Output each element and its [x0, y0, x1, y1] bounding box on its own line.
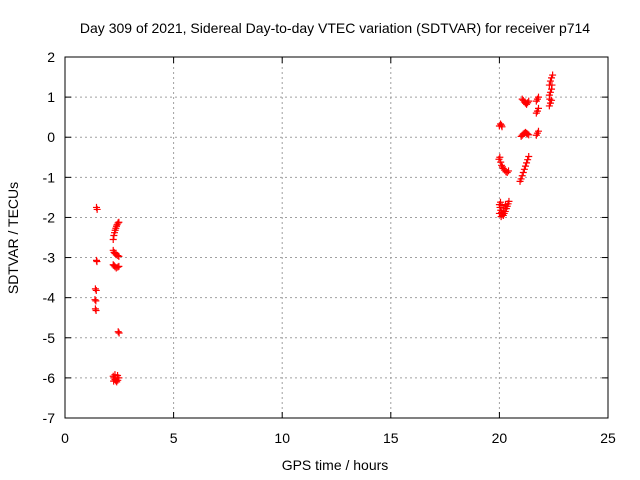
data-point — [114, 252, 122, 260]
data-point — [524, 156, 532, 164]
data-point — [548, 81, 556, 89]
data-point — [549, 71, 557, 79]
data-point — [115, 218, 123, 226]
data-point — [518, 172, 526, 180]
y-tick-label: 2 — [47, 49, 55, 65]
data-point — [91, 305, 99, 313]
y-tick-label: 1 — [47, 89, 55, 105]
data-point — [114, 263, 122, 271]
y-tick-label: -4 — [43, 290, 56, 306]
data-point — [114, 219, 122, 227]
data-point — [114, 328, 122, 336]
data-point — [115, 262, 123, 270]
y-axis-ticks: -7 -6 -5 -4 -3 -2 -1 0 1 2 — [43, 49, 608, 426]
data-point — [523, 159, 531, 167]
data-point — [497, 213, 505, 221]
data-point — [115, 252, 123, 260]
data-point — [546, 88, 554, 96]
data-point — [92, 307, 100, 315]
data-point — [91, 285, 99, 293]
data-point — [496, 198, 504, 206]
data-point — [114, 371, 122, 379]
y-tick-label: -7 — [43, 410, 56, 426]
data-point — [505, 167, 513, 175]
x-tick-label: 25 — [600, 430, 616, 446]
x-tick-label: 5 — [170, 430, 178, 446]
data-point — [92, 297, 100, 305]
y-axis-label: SDTVAR / TECUs — [5, 182, 21, 294]
data-point — [546, 95, 554, 103]
data-point — [91, 296, 99, 304]
data-point — [109, 236, 117, 244]
data-points — [91, 71, 557, 386]
data-point — [519, 169, 527, 177]
data-point — [546, 77, 554, 85]
data-point — [534, 104, 542, 112]
data-point — [93, 205, 101, 213]
data-point — [496, 153, 504, 161]
y-tick-label: 0 — [47, 129, 55, 145]
data-point — [525, 97, 533, 105]
y-tick-label: -2 — [43, 209, 56, 225]
x-tick-label: 20 — [492, 430, 508, 446]
plot-frame — [64, 56, 609, 419]
y-tick-label: -1 — [43, 169, 56, 185]
y-tick-label: -6 — [43, 370, 56, 386]
y-tick-label: -3 — [43, 250, 56, 266]
data-point — [92, 286, 100, 294]
x-tick-label: 15 — [383, 430, 399, 446]
data-point — [525, 131, 533, 139]
data-point — [112, 222, 120, 230]
data-point — [503, 169, 511, 177]
data-point — [498, 123, 506, 131]
data-point — [534, 127, 542, 135]
data-point — [113, 378, 121, 386]
data-point — [115, 329, 123, 337]
x-tick-label: 10 — [274, 430, 290, 446]
data-point — [505, 197, 513, 205]
data-point — [524, 130, 532, 138]
chart-title: Day 309 of 2021, Sidereal Day-to-day VTE… — [80, 20, 590, 36]
data-point — [520, 165, 528, 173]
grid-lines — [65, 57, 608, 418]
data-point — [525, 152, 533, 160]
data-point — [524, 99, 532, 107]
data-point — [517, 175, 525, 183]
data-point — [497, 158, 505, 166]
data-point — [93, 258, 101, 266]
data-point — [521, 162, 529, 170]
x-axis-label: GPS time / hours — [282, 457, 389, 473]
data-point — [534, 93, 542, 101]
x-axis-ticks: 0 5 10 15 20 25 — [61, 57, 616, 446]
data-point — [501, 201, 509, 209]
data-point — [110, 377, 118, 385]
y-tick-label: -5 — [43, 330, 56, 346]
x-tick-label: 0 — [61, 430, 69, 446]
